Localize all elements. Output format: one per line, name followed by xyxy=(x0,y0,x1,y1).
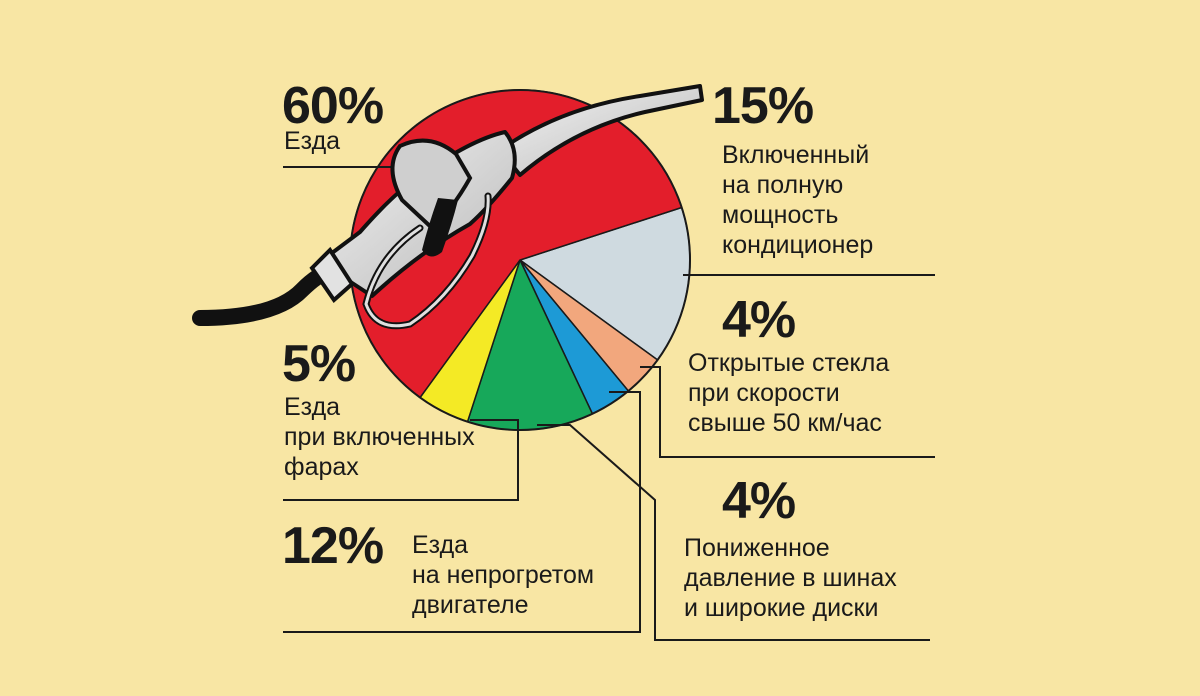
slice-label-ac: Включенный на полную мощность кондиционе… xyxy=(722,141,874,259)
percent-label-tires: 4% xyxy=(722,472,796,530)
slice-label-cold-engine: Езда на непрогретом двигателе xyxy=(412,531,595,619)
slice-label-headlights: Езда при включенных фарах xyxy=(284,393,475,481)
percent-label-cold-engine: 12% xyxy=(282,517,384,575)
nozzle-collar xyxy=(309,246,355,303)
nozzle-trigger xyxy=(422,198,458,257)
leader-windows xyxy=(640,366,935,458)
percent-label-headlights: 5% xyxy=(282,335,356,393)
fuel-hose xyxy=(192,262,340,326)
percent-label-ac: 15% xyxy=(712,77,814,135)
percent-label-windows: 4% xyxy=(722,291,796,349)
slice-label-tires: Пониженное давление в шинах и широкие ди… xyxy=(684,534,897,622)
leader-tires xyxy=(283,391,641,633)
leader-lines xyxy=(283,166,935,641)
percent-label-driving: 60% xyxy=(282,77,384,135)
nozzle-trigger-guard-inner xyxy=(364,194,490,328)
slice-label-driving: Езда xyxy=(284,127,341,155)
nozzle-spout xyxy=(498,84,704,177)
leader-cold-engine xyxy=(537,424,930,641)
slice-label-windows: Открытые стекла при скорости свыше 50 км… xyxy=(688,349,890,437)
fuel-nozzle-icon xyxy=(192,84,704,330)
leader-headlights xyxy=(283,419,519,501)
